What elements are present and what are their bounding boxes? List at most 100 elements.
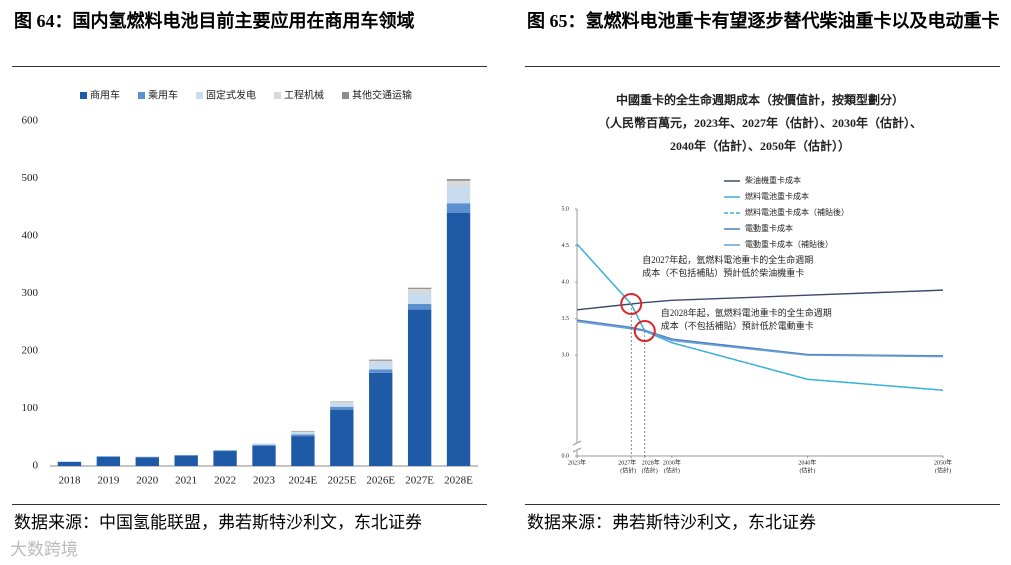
- x-tick-label: 2020: [136, 475, 159, 487]
- legend-label: 其他交通运输: [352, 88, 412, 101]
- series-line: [576, 319, 944, 357]
- x-tick-label: (估計): [799, 466, 815, 474]
- bar-segment: [369, 359, 393, 361]
- rule: [525, 504, 1000, 505]
- bar-segment: [446, 203, 471, 213]
- watermark: 大数跨境: [10, 540, 78, 560]
- x-tick-label: 2028年: [642, 458, 660, 466]
- legend-swatch: [342, 92, 349, 99]
- rule: [12, 66, 487, 67]
- legend-label: 工程机械: [284, 88, 324, 101]
- legend-swatch: [80, 92, 87, 99]
- rule: [525, 66, 1000, 67]
- bar-segment: [291, 432, 315, 435]
- x-tick-label: 2022: [214, 475, 236, 487]
- bar-segment: [369, 372, 393, 466]
- bar-segment: [135, 456, 159, 458]
- x-tick-label: (估計): [664, 466, 680, 474]
- bar-segment: [407, 288, 432, 294]
- legend-swatch: [196, 92, 203, 99]
- y-tick-label: 300: [22, 287, 39, 299]
- bar-segment: [369, 362, 393, 370]
- series-line: [576, 243, 944, 391]
- x-tick-label: 2050年: [934, 458, 952, 466]
- legend-label: 電動重卡成本: [745, 223, 793, 233]
- bar-segment: [446, 185, 471, 204]
- bar-segment: [96, 456, 121, 466]
- chart-title-line: 2040年（估計）、2050年（估計））: [670, 138, 850, 153]
- x-tick-label: (估計): [935, 466, 951, 474]
- x-tick-label: 2028E: [444, 475, 473, 487]
- series-line: [576, 320, 944, 358]
- chart-title-line: （人民幣百萬元，2023年、2027年（估計）、2030年（估計）、: [598, 115, 922, 130]
- x-tick-label: 2018: [58, 475, 81, 487]
- bar-segment: [291, 430, 315, 432]
- y-tick-label: 0.0: [562, 453, 570, 459]
- bar-segment: [407, 287, 432, 289]
- chart-title-line: 中國重卡的全生命週期成本（按價值計，按類型劃分）: [616, 92, 904, 107]
- x-tick-label: 2023年: [568, 458, 586, 466]
- bar-segment: [446, 179, 471, 181]
- bar-segment: [252, 443, 276, 445]
- x-tick-label: 2019: [97, 475, 120, 487]
- x-tick-label: 2025E: [327, 475, 356, 487]
- bar-segment: [407, 303, 432, 310]
- bar-segment: [213, 449, 237, 451]
- x-tick-label: 2027E: [405, 475, 434, 487]
- x-tick-label: 2027年: [618, 458, 636, 466]
- bar-segment: [252, 444, 276, 446]
- bar-segment: [174, 455, 198, 466]
- x-tick-label: (估計): [620, 466, 636, 474]
- legend-label: 燃料電池重卡成本（補貼後）: [745, 207, 849, 217]
- y-tick-label: 3.0: [562, 353, 570, 359]
- axis-break: [572, 440, 582, 453]
- legend-label: 燃料電池重卡成本: [745, 191, 809, 201]
- bar-segment: [135, 457, 159, 466]
- legend-swatch: [274, 92, 281, 99]
- caption: 图 64：国内氢燃料电池目前主要应用在商用车领域: [14, 11, 415, 31]
- y-tick-label: 200: [22, 345, 39, 357]
- rule: [12, 504, 487, 505]
- bar-segment: [330, 401, 354, 403]
- y-tick-label: 4.0: [562, 279, 570, 285]
- bar-segment: [291, 436, 315, 466]
- y-tick-label: 0: [33, 460, 39, 472]
- legend-label: 柴油機重卡成本: [745, 175, 801, 185]
- source: 数据来源：弗若斯特沙利文，东北证券: [527, 513, 816, 532]
- bar-segment: [446, 213, 471, 466]
- x-tick-label: 2026E: [366, 475, 395, 487]
- annotation: 自2027年起，氫燃料電池重卡的全生命週期: [642, 254, 813, 265]
- bar-segment: [57, 461, 82, 466]
- bar-segment: [330, 406, 354, 410]
- y-tick-label: 400: [22, 230, 39, 242]
- annotation: 成本（不包括補貼）預計低於電動重卡: [661, 320, 814, 331]
- x-tick-label: 2024E: [289, 475, 318, 487]
- y-tick-label: 600: [22, 115, 39, 127]
- bar-segment: [407, 309, 432, 466]
- annotation: 自2028年起，氫燃料電池重卡的全生命週期: [661, 307, 832, 318]
- highlight-circle: [633, 320, 656, 343]
- bar-segment: [291, 431, 315, 433]
- bar-segment: [213, 450, 237, 452]
- legend-label: 商用车: [90, 88, 120, 101]
- x-tick-label: 2040年: [798, 458, 816, 466]
- legend-label: 乘用车: [148, 88, 178, 101]
- chart-title: 中國重卡的全生命週期成本（按價值計，按類型劃分） （人民幣百萬元，2023年、20…: [598, 92, 922, 153]
- y-tick-label: 3.5: [562, 316, 570, 322]
- source: 数据来源：中国氢能联盟，弗若斯特沙利文，东北证券: [14, 513, 422, 532]
- highlight-circle: [620, 293, 643, 315]
- x-tick-label: (估計): [642, 466, 658, 474]
- bar-segment: [330, 403, 354, 407]
- bar-segment: [96, 456, 121, 457]
- legend-label: 固定式发电: [206, 88, 256, 101]
- bar-segment: [174, 455, 198, 456]
- x-tick-label: 2023: [253, 475, 276, 487]
- legend-label: 電動重卡成本（補貼後）: [745, 239, 833, 249]
- bar-segment: [369, 369, 393, 373]
- caption: 图 65：氢燃料电池重卡有望逐步替代柴油重卡以及电动重卡: [527, 11, 1000, 31]
- y-tick-label: 100: [22, 402, 39, 414]
- x-tick-label: 2030年: [663, 458, 681, 466]
- bar-segment: [407, 293, 432, 304]
